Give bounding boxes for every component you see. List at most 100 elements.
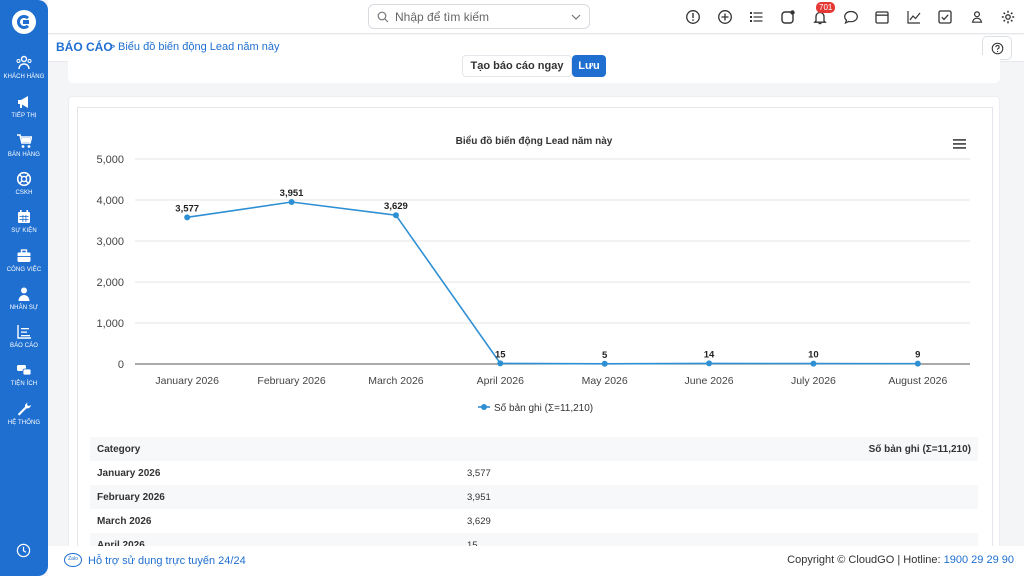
table-header-count: Số bản ghi (Σ=11,210) (460, 437, 978, 461)
task-app-icon[interactable] (780, 9, 796, 25)
table-cell-category: March 2026 (97, 515, 152, 527)
gear-icon[interactable] (1000, 9, 1016, 25)
sidebar-item-sales[interactable]: BÁN HÀNG (0, 133, 48, 158)
data-point[interactable] (392, 212, 399, 219)
support-link[interactable]: Hỗ trợ sử dụng trực tuyến 24/24 (88, 555, 246, 567)
top-bar: 701 (48, 0, 1024, 34)
series-line (187, 201, 918, 365)
sidebar-item-label: SỰ KIỆN (11, 228, 37, 234)
data-point[interactable] (810, 360, 817, 367)
table-cell-value: 3,577 (467, 467, 491, 479)
report-card (68, 96, 1000, 557)
y-tick-label: 3,000 (96, 236, 124, 248)
data-point[interactable] (497, 360, 504, 367)
notification-badge: 701 (816, 2, 836, 13)
x-tick-label: February 2026 (257, 375, 325, 387)
data-label: 3,951 (280, 188, 304, 199)
x-tick-label: July 2026 (791, 375, 836, 387)
table-cell-category: February 2026 (90, 485, 460, 509)
x-tick-label: January 2026 (155, 375, 219, 387)
chart-container (77, 107, 993, 557)
table-header-category: Category (90, 437, 460, 461)
table-cell-value: 3,951 (460, 485, 978, 509)
save-button[interactable]: Lưu (572, 55, 606, 77)
calendar-icon[interactable] (874, 9, 890, 25)
footer: Zalo Hỗ trợ sử dụng trực tuyến 24/24 Cop… (48, 546, 1024, 576)
add-circle-icon[interactable] (717, 9, 733, 25)
sidebar-item-customers[interactable]: KHÁCH HÀNG (0, 55, 48, 80)
sidebar-item-customer-care[interactable]: CSKH (0, 171, 48, 196)
table-row: March 2026 3,629 (90, 509, 978, 533)
legend-label: Số bản ghi (Σ=11,210) (494, 402, 593, 414)
sidebar-item-marketing[interactable]: TIẾP THỊ (0, 94, 48, 119)
report-actions-panel: Tạo báo cáo ngay Lưu (68, 55, 1000, 83)
briefcase-icon (17, 249, 31, 262)
bell-icon[interactable] (812, 9, 828, 25)
data-point[interactable] (601, 360, 608, 367)
line-chart: Biểu đồ biến động Lead năm này 0 1,000 2,0… (96, 135, 970, 414)
data-point[interactable] (914, 360, 921, 367)
x-tick-label: May 2026 (582, 375, 628, 387)
sidebar-item-reports[interactable]: BÁO CÁO (0, 324, 48, 349)
data-label: 3,629 (384, 201, 408, 212)
y-tick-label: 1,000 (96, 318, 124, 330)
chevron-down-icon[interactable] (571, 13, 581, 21)
x-tick-label: April 2026 (477, 375, 524, 387)
table-row: February 2026 3,951 (90, 485, 978, 509)
sidebar-item-label: BÁN HÀNG (7, 152, 41, 158)
sidebar-item-label: TIẾP THỊ (11, 113, 37, 119)
breadcrumb-separator: > (109, 41, 116, 53)
users-icon (16, 55, 32, 70)
sidebar-item-label: CSKH (15, 190, 33, 196)
person-icon (18, 287, 30, 301)
search-input[interactable] (395, 8, 565, 26)
data-table: Category Số bản ghi (Σ=11,210) January 2… (90, 437, 978, 557)
hotline-number[interactable]: 1900 29 29 90 (943, 554, 1014, 566)
sidebar-item-tasks[interactable]: CÔNG VIỆC (0, 248, 48, 273)
sidebar-item-label: NHÂN SỰ (9, 305, 39, 311)
user-icon[interactable] (969, 9, 985, 25)
chart-menu-icon[interactable] (953, 139, 966, 149)
sidebar-item-label: BÁO CÁO (9, 343, 39, 349)
list-icon[interactable] (748, 9, 764, 25)
data-point[interactable] (706, 360, 713, 367)
data-label: 15 (495, 349, 506, 360)
data-label: 9 (915, 350, 920, 361)
copyright: Copyright © CloudGO | Hotline: 1900 29 2… (787, 554, 1014, 566)
breadcrumb-root[interactable]: BÁO CÁO (56, 40, 113, 54)
y-tick-label: 4,000 (96, 195, 124, 207)
sidebar-item-system[interactable]: HỆ THỐNG (0, 401, 48, 426)
data-label: 10 (808, 350, 819, 361)
y-tick-label: 2,000 (96, 277, 124, 289)
info-icon[interactable] (685, 9, 701, 25)
data-point[interactable] (288, 199, 295, 206)
sidebar-item-events[interactable]: SỰ KIỆN (0, 209, 48, 234)
x-tick-label: June 2026 (685, 375, 734, 387)
global-search[interactable] (368, 4, 590, 29)
sidebar-item-hr[interactable]: NHÂN SỰ (0, 286, 48, 311)
line-chart-icon[interactable] (906, 9, 922, 25)
sidebar-item-label: KHÁCH HÀNG (3, 74, 45, 80)
chart-title: Biểu đồ biến động Lead năm này (456, 135, 613, 147)
data-point[interactable] (184, 214, 191, 221)
table-cell-category: January 2026 (97, 467, 161, 479)
data-label: 3,577 (175, 203, 199, 214)
sidebar-item-label: TIỆN ÍCH (10, 381, 38, 387)
sidebar-item-utilities[interactable]: TIỆN ÍCH (0, 362, 48, 387)
create-report-button[interactable]: Tạo báo cáo ngay (462, 55, 572, 77)
zalo-icon[interactable]: Zalo (64, 553, 82, 567)
cloudgo-logo[interactable] (12, 10, 36, 34)
clock-icon[interactable] (16, 543, 31, 558)
copyright-text: Copyright © CloudGO (787, 554, 895, 566)
y-tick-label: 5,000 (96, 154, 124, 166)
chart-legend[interactable]: Số bản ghi (Σ=11,210) (478, 402, 593, 414)
breadcrumb-current: Biểu đồ biến động Lead năm này (118, 41, 280, 53)
wrench-icon (17, 402, 31, 416)
chat-icon[interactable] (843, 9, 859, 25)
utilities-icon (17, 365, 32, 376)
data-label: 14 (704, 349, 715, 360)
x-tick-label: August 2026 (888, 375, 947, 387)
table-row: January 2026 3,577 (90, 461, 978, 485)
help-icon (991, 42, 1004, 55)
checkbox-icon[interactable] (937, 9, 953, 25)
